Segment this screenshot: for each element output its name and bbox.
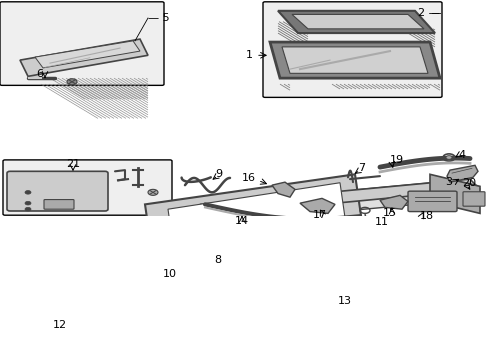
Text: 4: 4 (457, 150, 464, 160)
Circle shape (25, 190, 31, 194)
Text: 20: 20 (461, 178, 475, 188)
Circle shape (67, 79, 77, 85)
Polygon shape (200, 179, 479, 224)
Text: 6: 6 (37, 69, 43, 79)
Polygon shape (269, 42, 439, 78)
Text: 17: 17 (312, 210, 326, 220)
FancyBboxPatch shape (462, 192, 484, 206)
Polygon shape (145, 174, 361, 252)
Text: — 5: — 5 (148, 13, 169, 23)
FancyBboxPatch shape (3, 160, 172, 215)
Circle shape (148, 189, 158, 195)
Polygon shape (35, 41, 140, 68)
Polygon shape (271, 182, 294, 197)
Polygon shape (379, 195, 407, 209)
Text: 3: 3 (444, 177, 451, 187)
Polygon shape (20, 39, 148, 76)
Text: 10: 10 (163, 269, 177, 279)
Polygon shape (299, 198, 334, 213)
FancyBboxPatch shape (407, 191, 456, 212)
Polygon shape (291, 14, 423, 29)
Circle shape (25, 207, 31, 211)
FancyBboxPatch shape (263, 2, 441, 98)
Text: 15: 15 (382, 208, 396, 219)
Text: 13: 13 (337, 296, 351, 306)
FancyBboxPatch shape (7, 171, 108, 211)
FancyBboxPatch shape (0, 2, 163, 85)
Polygon shape (429, 174, 479, 213)
Text: 9: 9 (215, 169, 222, 179)
Text: 19: 19 (389, 156, 403, 166)
Text: 18: 18 (419, 211, 433, 221)
Polygon shape (168, 183, 345, 244)
Text: 12: 12 (53, 320, 67, 330)
Text: 21: 21 (66, 159, 80, 169)
Text: 2 —: 2 — (417, 8, 439, 18)
Circle shape (25, 201, 31, 205)
Polygon shape (278, 11, 434, 33)
Polygon shape (446, 165, 477, 182)
Polygon shape (282, 47, 427, 73)
Text: 16: 16 (242, 173, 256, 183)
Text: 14: 14 (234, 216, 248, 226)
Circle shape (445, 156, 451, 159)
FancyBboxPatch shape (44, 199, 74, 209)
Text: 8: 8 (214, 255, 221, 265)
Polygon shape (200, 179, 479, 215)
Text: 7: 7 (357, 163, 365, 173)
Text: 1: 1 (245, 50, 252, 60)
Text: 11: 11 (374, 217, 388, 228)
